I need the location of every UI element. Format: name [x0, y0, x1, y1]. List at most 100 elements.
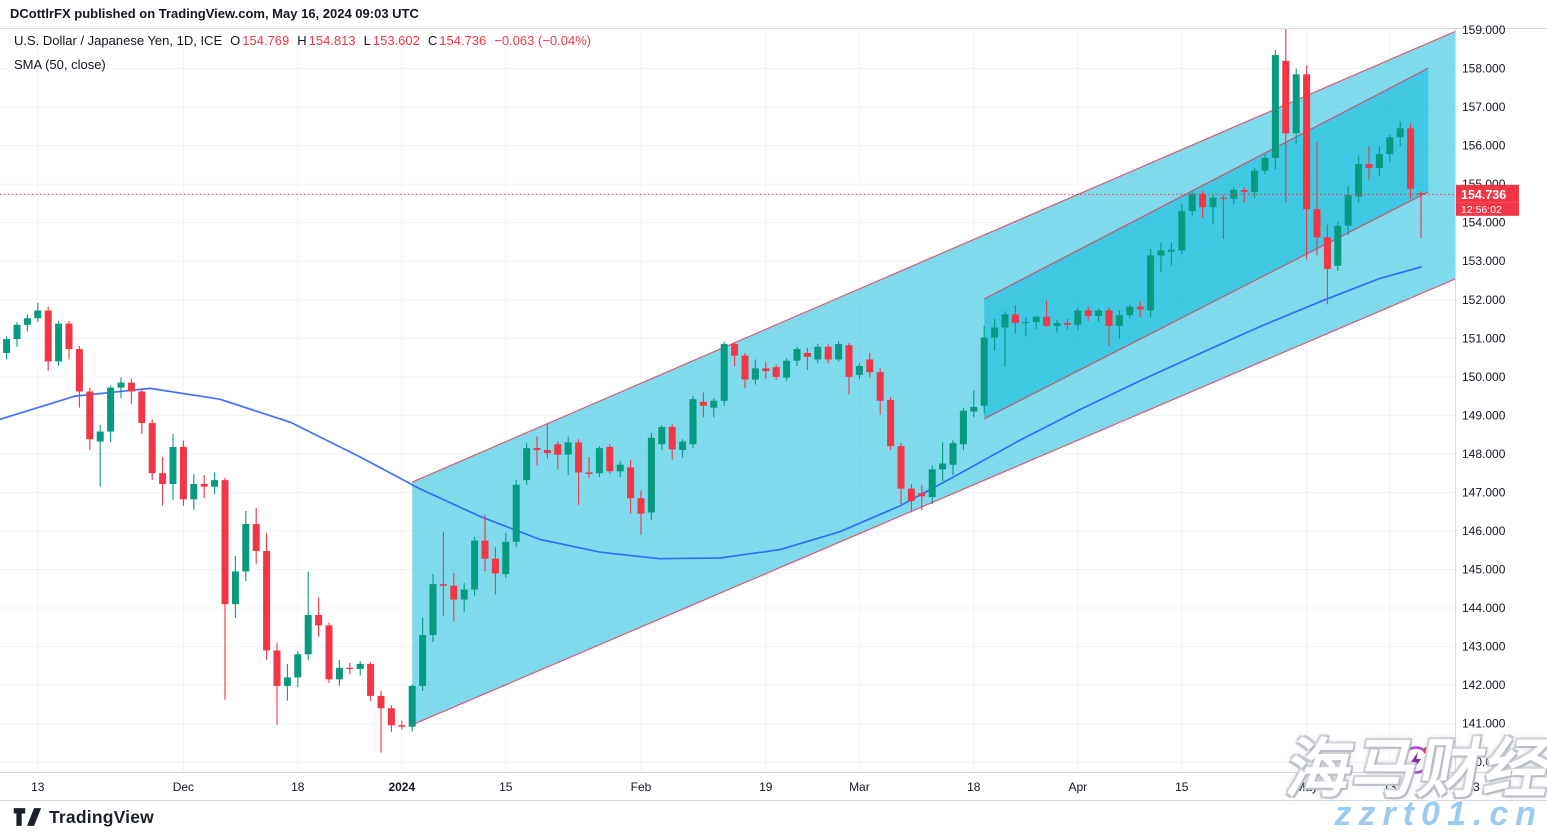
candle [159, 456, 167, 506]
ohlc-close-label: C [427, 33, 438, 48]
candle [991, 319, 999, 351]
svg-text:151.000: 151.000 [1462, 331, 1506, 345]
svg-text:23: 23 [1466, 780, 1480, 794]
candle [637, 490, 645, 535]
candle [44, 306, 52, 372]
candle [959, 407, 967, 451]
candle [471, 536, 479, 596]
candle [741, 352, 749, 389]
candle [1167, 242, 1175, 266]
candle [1157, 242, 1165, 273]
candle [1043, 300, 1051, 327]
svg-text:18: 18 [291, 780, 305, 794]
candle [75, 346, 83, 408]
candle [658, 425, 666, 451]
candle [1022, 317, 1030, 337]
candle [533, 436, 541, 466]
svg-text:Feb: Feb [631, 780, 652, 794]
svg-text:May: May [1295, 780, 1318, 794]
candle [1136, 301, 1144, 318]
candle [294, 651, 302, 688]
candle [304, 571, 312, 661]
candle [939, 442, 947, 481]
svg-text:141.000: 141.000 [1462, 717, 1506, 731]
candle [1407, 123, 1415, 199]
candle [502, 532, 510, 578]
pane-borders [0, 28, 1547, 801]
candle [835, 341, 843, 362]
sma-50-line[interactable] [0, 266, 1422, 560]
svg-text:143.000: 143.000 [1462, 640, 1506, 654]
candle [429, 574, 437, 642]
candle [824, 344, 832, 364]
candle [1313, 141, 1321, 256]
candle [668, 423, 676, 460]
ohlc-high-label: H [297, 33, 307, 48]
candle [803, 347, 811, 370]
candle [564, 436, 572, 476]
candle [887, 396, 895, 451]
candle [512, 480, 520, 548]
tradingview-brand[interactable]: TradingView [12, 805, 154, 829]
candle [783, 358, 791, 381]
candle [1323, 224, 1331, 305]
ohlc-high-value: 154.813 [308, 33, 356, 48]
ohlc-close-value: 154.736 [439, 33, 487, 48]
candle [1063, 319, 1071, 330]
candle [970, 390, 978, 418]
candle [1396, 121, 1404, 147]
candle [127, 378, 135, 404]
candle [1147, 248, 1155, 318]
svg-text:144.000: 144.000 [1462, 601, 1506, 615]
candles-series [3, 28, 1425, 753]
candle [117, 377, 125, 399]
candle [1355, 156, 1363, 203]
candle [1365, 146, 1373, 180]
price-scale[interactable]: 159.000158.000157.000156.000155.000154.0… [1462, 23, 1506, 769]
svg-text:149.000: 149.000 [1462, 408, 1506, 422]
candle [273, 642, 281, 725]
candle [627, 459, 635, 514]
badge-price: 154.736 [1461, 188, 1506, 202]
candle [793, 346, 801, 367]
candle [387, 705, 395, 733]
candle [1219, 194, 1227, 239]
candle [107, 385, 115, 443]
candle [252, 507, 260, 564]
candle [543, 423, 551, 459]
candle [1188, 191, 1196, 216]
tradingview-logo-icon [12, 805, 42, 829]
svg-text:156.000: 156.000 [1462, 139, 1506, 153]
svg-text:18: 18 [967, 780, 981, 794]
indicator-legend[interactable]: SMA (50, close) [14, 57, 106, 72]
candle [1240, 187, 1248, 203]
candle [1178, 204, 1186, 255]
candle [148, 419, 156, 481]
symbol-legend[interactable]: U.S. Dollar / Japanese Yen, 1D, ICE O 154.… [14, 33, 591, 48]
candle [231, 556, 239, 618]
candle [855, 363, 863, 379]
candle [398, 720, 406, 730]
symbol-title[interactable]: U.S. Dollar / Japanese Yen, 1D, ICE [14, 33, 223, 48]
candle [283, 663, 291, 701]
svg-text:19: 19 [759, 780, 773, 794]
candle [980, 325, 988, 414]
candle [1209, 194, 1217, 225]
change-value: −0.063 (−0.04%) [494, 33, 592, 48]
candle [845, 342, 853, 395]
svg-text:157.000: 157.000 [1462, 100, 1506, 114]
candle [731, 342, 739, 367]
candle [1303, 65, 1311, 260]
candle [1375, 146, 1383, 176]
time-scale[interactable]: 13 Dec 18 2024 15 Feb 19 Mar 18 Apr 15 May 13 23 [31, 780, 1480, 794]
candle [34, 302, 42, 323]
candle [1292, 68, 1300, 144]
candle [1334, 221, 1342, 271]
svg-text:150.000: 150.000 [1462, 370, 1506, 384]
svg-text:154.000: 154.000 [1462, 216, 1506, 230]
candle [450, 572, 458, 622]
svg-text:146.000: 146.000 [1462, 524, 1506, 538]
svg-text:142.000: 142.000 [1462, 678, 1506, 692]
candle [918, 484, 926, 510]
